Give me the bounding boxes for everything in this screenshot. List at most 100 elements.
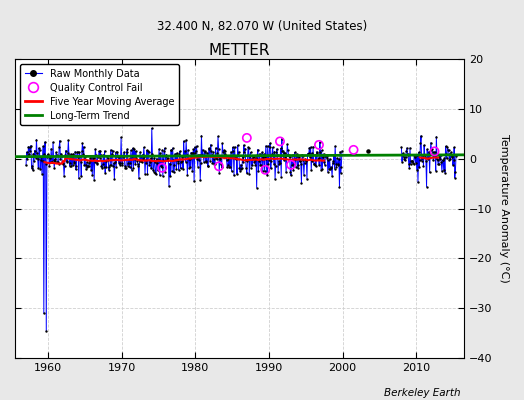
Point: [423, 155, 432, 162]
Point: [29, 150, 38, 157]
Point: [156, 172, 164, 178]
Point: [94, 154, 103, 161]
Point: [174, 160, 182, 167]
Point: [37, 154, 46, 160]
Point: [179, 166, 187, 172]
Point: [31, 154, 40, 161]
Point: [74, 175, 83, 182]
Point: [38, 158, 47, 164]
Point: [430, 153, 438, 159]
Point: [60, 173, 68, 179]
Point: [290, 149, 299, 156]
Point: [235, 149, 243, 155]
Point: [247, 164, 255, 171]
Point: [317, 166, 325, 173]
Point: [137, 153, 146, 160]
Point: [149, 168, 158, 175]
Point: [264, 161, 272, 167]
Point: [203, 150, 211, 156]
Point: [335, 156, 343, 162]
Point: [430, 148, 439, 154]
Point: [398, 150, 407, 156]
Point: [182, 152, 191, 158]
Point: [105, 167, 113, 173]
Point: [296, 158, 304, 164]
Point: [188, 150, 196, 156]
Point: [434, 161, 442, 168]
Point: [227, 148, 235, 155]
Point: [194, 152, 203, 159]
Point: [299, 153, 307, 159]
Point: [274, 152, 282, 158]
Point: [439, 157, 447, 163]
Point: [332, 160, 340, 167]
Point: [104, 157, 113, 163]
Point: [120, 149, 128, 155]
Point: [243, 135, 251, 141]
Point: [217, 164, 226, 171]
Point: [316, 149, 325, 155]
Point: [146, 158, 154, 165]
Point: [190, 178, 198, 184]
Point: [25, 151, 34, 157]
Point: [234, 152, 243, 158]
Point: [81, 154, 89, 160]
Point: [268, 144, 277, 150]
Text: 32.400 N, 82.070 W (United States): 32.400 N, 82.070 W (United States): [157, 20, 367, 33]
Point: [291, 156, 300, 162]
Point: [249, 154, 258, 160]
Point: [205, 145, 213, 152]
Point: [209, 149, 217, 155]
Point: [334, 162, 342, 168]
Point: [295, 154, 303, 160]
Point: [139, 144, 148, 151]
Point: [311, 162, 319, 168]
Point: [285, 152, 293, 158]
Point: [141, 157, 150, 163]
Point: [142, 160, 150, 166]
Point: [202, 157, 211, 164]
Point: [62, 147, 70, 154]
Point: [112, 149, 120, 156]
Point: [58, 152, 66, 159]
Point: [308, 158, 316, 164]
Point: [91, 146, 100, 152]
Point: [158, 164, 167, 171]
Point: [253, 184, 261, 191]
Point: [322, 152, 330, 158]
Point: [290, 161, 298, 167]
Point: [335, 184, 344, 190]
Point: [65, 152, 73, 158]
Point: [429, 148, 437, 155]
Point: [132, 148, 140, 154]
Point: [443, 144, 452, 150]
Point: [411, 154, 419, 160]
Point: [95, 148, 103, 155]
Point: [110, 176, 118, 182]
Point: [144, 148, 152, 154]
Point: [447, 149, 455, 156]
Point: [72, 162, 81, 169]
Point: [207, 148, 215, 154]
Point: [231, 155, 239, 162]
Point: [155, 146, 163, 152]
Point: [271, 176, 279, 182]
Point: [123, 149, 131, 155]
Point: [71, 148, 79, 155]
Point: [33, 150, 41, 156]
Point: [192, 148, 200, 155]
Point: [121, 162, 129, 169]
Point: [297, 160, 305, 167]
Point: [96, 148, 104, 154]
Point: [314, 156, 322, 162]
Point: [154, 167, 162, 174]
Point: [276, 138, 284, 144]
Point: [259, 168, 267, 174]
Point: [412, 152, 420, 159]
Point: [228, 144, 237, 150]
Point: [336, 148, 344, 155]
Point: [147, 165, 155, 172]
Point: [288, 157, 296, 163]
Point: [315, 139, 324, 146]
Point: [298, 151, 306, 158]
